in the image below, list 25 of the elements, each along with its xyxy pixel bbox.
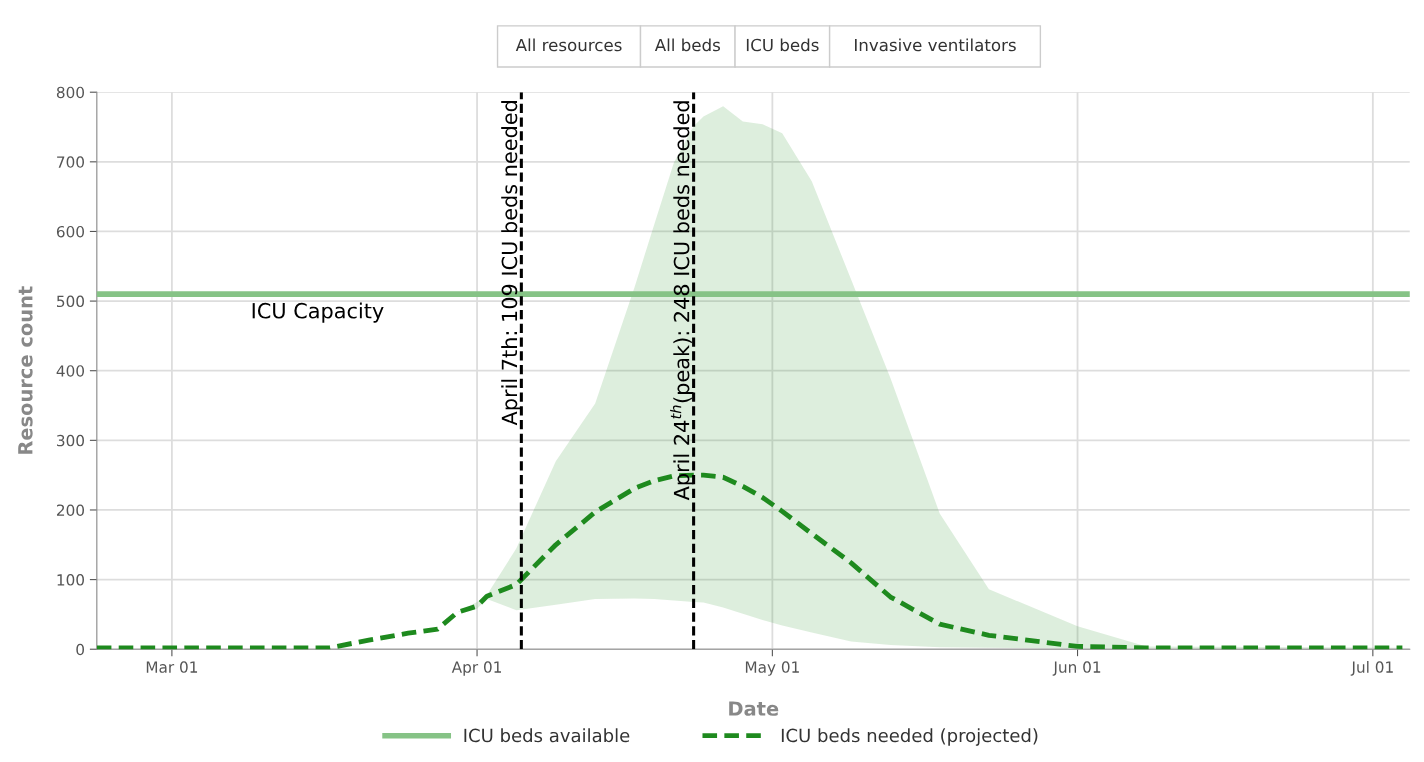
text: Invasive ventilators bbox=[855, 38, 1016, 52]
ref-line-label: April 24$^{th}$(peak): 248 ICU beds needed bbox=[670, 101, 694, 501]
x-axis-title: Date bbox=[729, 701, 779, 716]
y-axis-title: Resource count bbox=[18, 286, 33, 454]
x-tick-label: Jul 01 bbox=[1350, 661, 1393, 676]
y-tick-label: 700 bbox=[57, 156, 85, 168]
y-tick-label: 800 bbox=[56, 86, 85, 99]
y-tick-label: 100 bbox=[57, 574, 85, 586]
x-tick-label: May 01 bbox=[745, 661, 799, 676]
annotation: ICU Capacity bbox=[252, 302, 384, 323]
y-tick-label: 200 bbox=[56, 504, 85, 516]
x-tick-label: Jun 01 bbox=[1052, 661, 1101, 676]
legend-label: ICU beds available bbox=[464, 728, 630, 743]
y-tick-label: 400 bbox=[56, 365, 85, 377]
text: All beds bbox=[654, 38, 721, 52]
y-tick-label: 300 bbox=[57, 434, 85, 447]
x-tick-label: Apr 01 bbox=[451, 661, 501, 676]
text: ICU beds bbox=[746, 38, 819, 52]
ref-line-label: April 7th: 109 ICU beds needed bbox=[501, 101, 522, 426]
y-tick-label: 600 bbox=[56, 225, 85, 238]
text: All resources bbox=[515, 38, 622, 52]
y-tick-label: 500 bbox=[57, 295, 85, 308]
x-tick-label: Mar 01 bbox=[146, 661, 198, 673]
y-tick-label: 0 bbox=[76, 643, 85, 656]
legend-label: ICU beds needed (projected) bbox=[781, 728, 1038, 746]
